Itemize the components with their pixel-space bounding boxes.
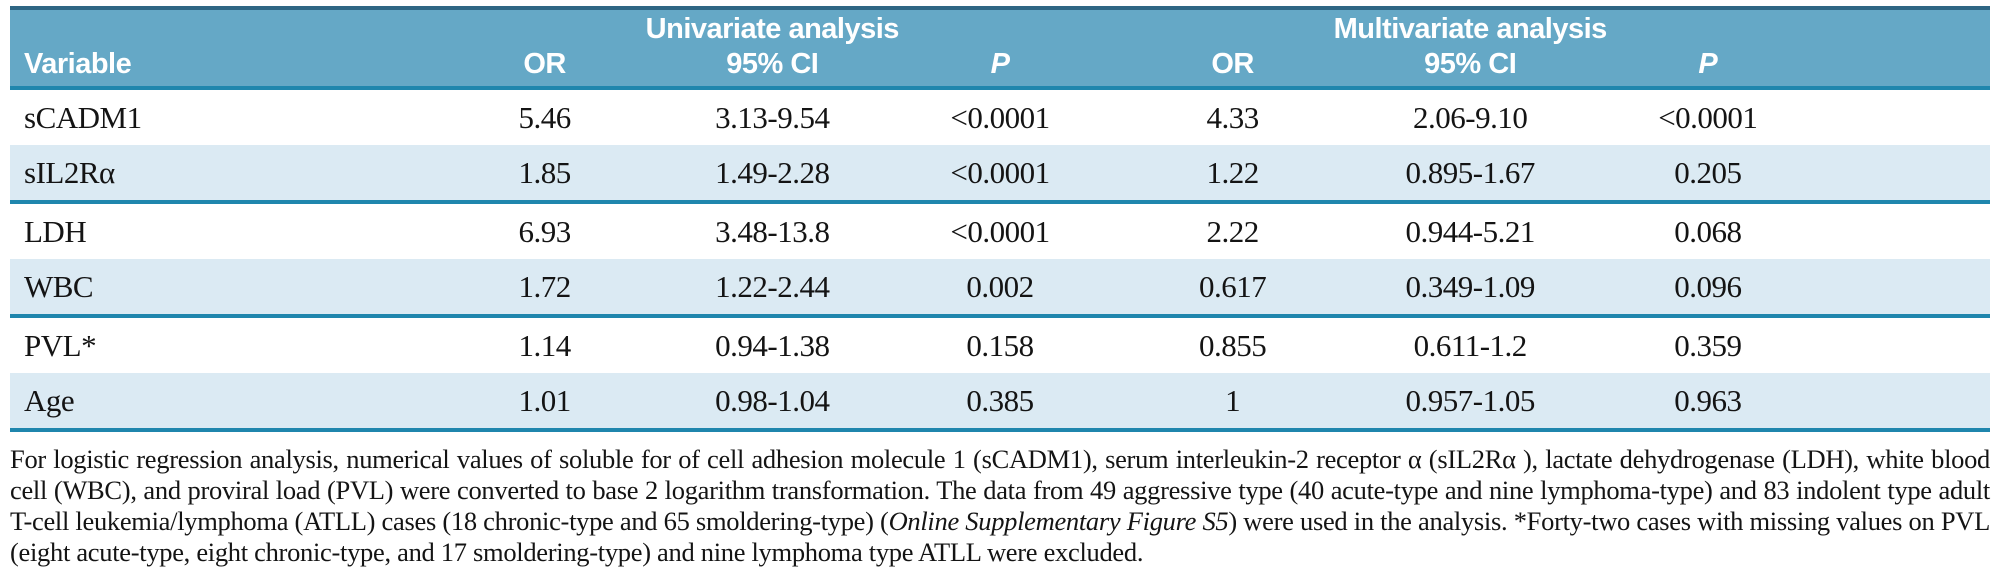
table-row-wbc: WBC 1.72 1.22-2.44 0.002 0.617 0.349-1.0…: [10, 259, 1990, 316]
cell-or-multivariate: 4.33: [1206, 99, 1260, 135]
col-header-ci-univariate: 95% CI: [663, 46, 882, 88]
col-header-p-univariate: P: [881, 46, 1119, 88]
group-header-row: Univariate analysis Multivariate analysi…: [10, 8, 1990, 46]
cell-ci-univariate: 3.13-9.54: [715, 99, 830, 135]
cell-variable: Age: [24, 382, 75, 418]
cell-p-univariate: 0.002: [966, 268, 1034, 304]
cell-or-univariate: 5.46: [518, 99, 571, 135]
cell-spacer: [1822, 316, 1990, 373]
cell-ci-univariate: 1.22-2.44: [715, 268, 830, 304]
cell-spacer: [1822, 259, 1990, 316]
col-header-or-univariate: OR: [425, 46, 664, 88]
cell-p-univariate: 0.385: [966, 382, 1034, 418]
cell-ci-multivariate: 2.06-9.10: [1413, 99, 1528, 135]
cell-variable: PVL*: [24, 327, 97, 363]
table-row-ldh: LDH 6.93 3.48-13.8 <0.0001 2.22 0.944-5.…: [10, 202, 1990, 259]
cell-p-multivariate: 0.068: [1674, 213, 1742, 249]
column-header-row: Variable OR 95% CI P OR 95% CI P: [10, 46, 1990, 88]
cell-p-univariate: <0.0001: [950, 154, 1050, 190]
group-header-univariate: Univariate analysis: [425, 8, 1119, 46]
cell-p-multivariate: 0.963: [1674, 382, 1742, 418]
footnote: For logistic regression analysis, numeri…: [10, 444, 1990, 567]
cell-variable: sCADM1: [24, 99, 142, 135]
cell-or-univariate: 6.93: [518, 213, 571, 249]
cell-variable: LDH: [24, 213, 87, 249]
cell-p-univariate: <0.0001: [950, 99, 1050, 135]
col-header-variable: Variable: [10, 46, 426, 88]
cell-spacer: [1822, 88, 1990, 145]
table-row-age: Age 1.01 0.98-1.04 0.385 1 0.957-1.05 0.…: [10, 373, 1990, 430]
col-header-ci-multivariate: 95% CI: [1346, 46, 1594, 88]
table-row-pvl: PVL* 1.14 0.94-1.38 0.158 0.855 0.611-1.…: [10, 316, 1990, 373]
cell-spacer: [1822, 145, 1990, 202]
cell-variable: sIL2Rα: [24, 154, 115, 190]
cell-ci-univariate: 0.98-1.04: [715, 382, 830, 418]
footnote-italic-citation: Online Supplementary Figure S5: [888, 506, 1229, 536]
cell-ci-univariate: 3.48-13.8: [715, 213, 830, 249]
cell-or-univariate: 1.14: [518, 327, 571, 363]
cell-p-multivariate: 0.359: [1674, 327, 1742, 363]
cell-ci-multivariate: 0.957-1.05: [1405, 382, 1536, 418]
cell-ci-multivariate: 0.895-1.67: [1405, 154, 1536, 190]
cell-p-univariate: 0.158: [966, 327, 1034, 363]
cell-variable: WBC: [24, 268, 94, 304]
cell-spacer: [1822, 373, 1990, 430]
cell-ci-univariate: 1.49-2.28: [715, 154, 830, 190]
group-header-spacer-right: [1821, 8, 1990, 46]
cell-p-multivariate: <0.0001: [1658, 99, 1758, 135]
cell-or-multivariate: 0.855: [1199, 327, 1267, 363]
cell-or-multivariate: 0.617: [1199, 268, 1267, 304]
cell-ci-multivariate: 0.611-1.2: [1413, 327, 1528, 363]
footnote-text-2: ) were used in the analysis. *Forty-two …: [10, 506, 1990, 567]
cell-ci-univariate: 0.94-1.38: [715, 327, 830, 363]
cell-or-univariate: 1.01: [518, 382, 571, 418]
table-body: sCADM1 5.46 3.13-9.54 <0.0001 4.33 2.06-…: [10, 88, 1990, 430]
cell-or-multivariate: 1.22: [1206, 154, 1260, 190]
cell-ci-multivariate: 0.944-5.21: [1405, 213, 1536, 249]
cell-or-multivariate: 1: [1225, 382, 1241, 418]
col-header-or-multivariate: OR: [1118, 46, 1347, 88]
cell-ci-multivariate: 0.349-1.09: [1405, 268, 1536, 304]
cell-p-multivariate: 0.096: [1674, 268, 1742, 304]
cell-p-multivariate: 0.205: [1674, 154, 1742, 190]
cell-or-univariate: 1.72: [518, 268, 571, 304]
col-header-p-multivariate: P: [1593, 46, 1822, 88]
table-header: Univariate analysis Multivariate analysi…: [10, 8, 1990, 88]
cell-or-univariate: 1.85: [518, 154, 571, 190]
table-row-sil2ra: sIL2Rα 1.85 1.49-2.28 <0.0001 1.22 0.895…: [10, 145, 1990, 202]
col-header-spacer: [1821, 46, 1990, 88]
cell-p-univariate: <0.0001: [950, 213, 1050, 249]
cell-spacer: [1822, 202, 1990, 259]
group-header-multivariate: Multivariate analysis: [1118, 8, 1822, 46]
cell-or-multivariate: 2.22: [1206, 213, 1260, 249]
footnote-text-1: For logistic regression analysis, numeri…: [10, 444, 1990, 536]
regression-table: Univariate analysis Multivariate analysi…: [10, 6, 1990, 432]
table-row-scadm1: sCADM1 5.46 3.13-9.54 <0.0001 4.33 2.06-…: [10, 88, 1990, 145]
group-header-spacer-left: [10, 8, 426, 46]
